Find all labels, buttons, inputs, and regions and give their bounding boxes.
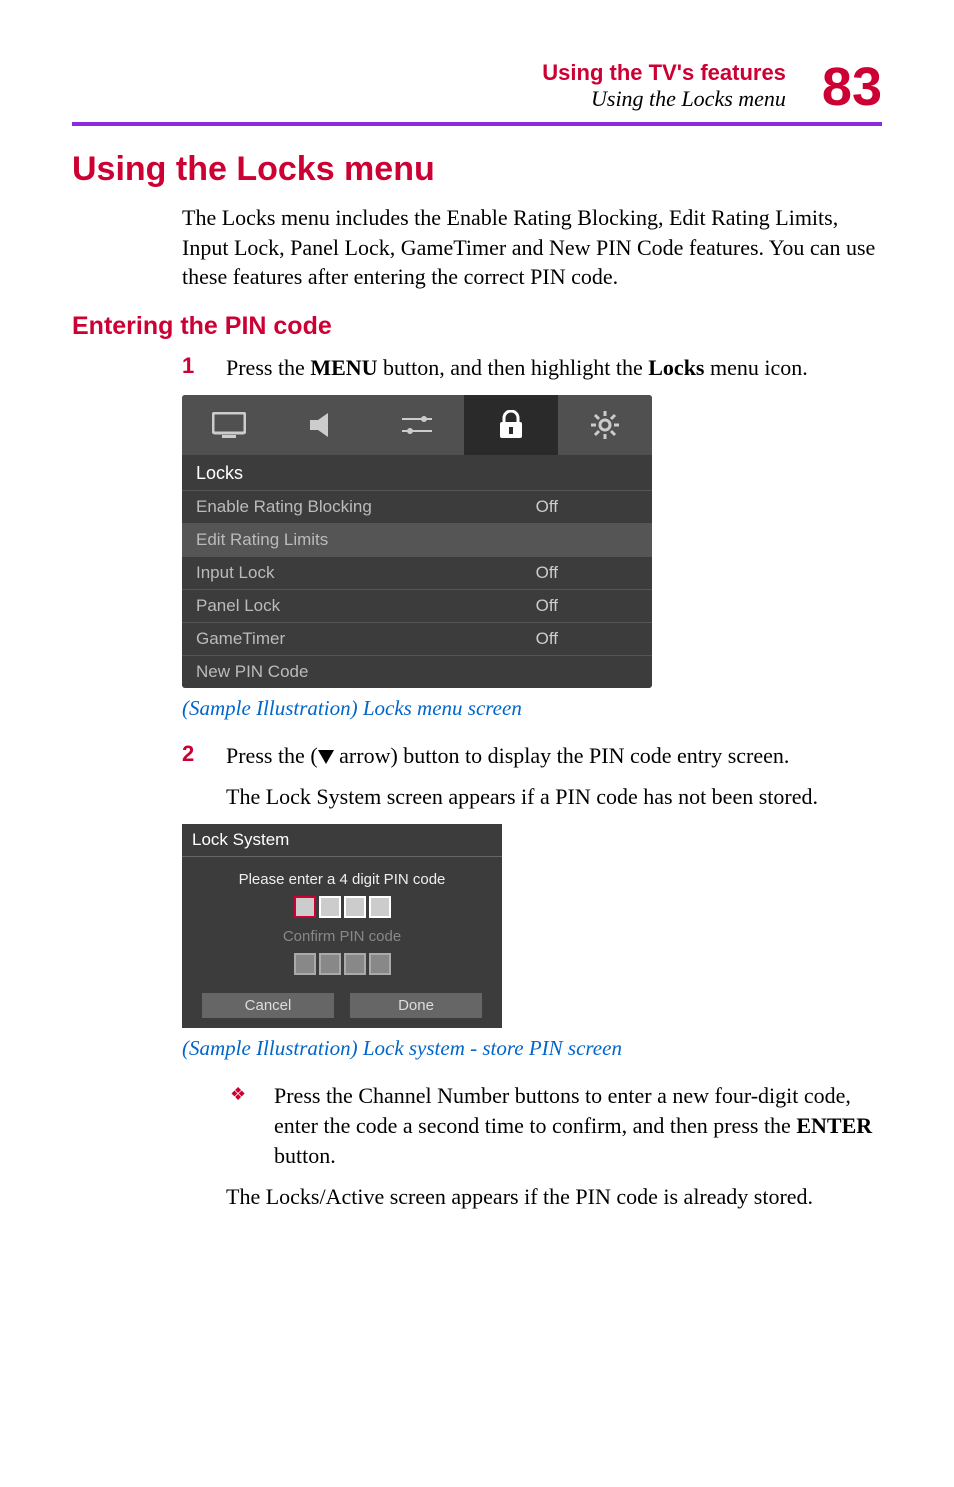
pin-box bbox=[319, 896, 341, 918]
pin-confirm-boxes bbox=[192, 953, 492, 975]
pin-box bbox=[319, 953, 341, 975]
intro-paragraph: The Locks menu includes the Enable Ratin… bbox=[182, 203, 882, 292]
caption-locks-menu: (Sample Illustration) Locks menu screen bbox=[182, 696, 882, 721]
step-number: 1 bbox=[182, 353, 226, 383]
subsection-heading: Entering the PIN code bbox=[72, 312, 882, 341]
locks-menu-row: Panel Lock Off bbox=[182, 589, 652, 622]
sliders-icon bbox=[370, 395, 464, 455]
closing-paragraph: The Locks/Active screen appears if the P… bbox=[226, 1182, 882, 1212]
locks-row-value: Off bbox=[536, 596, 558, 616]
step-2: 2 Press the ( arrow) button to display t… bbox=[182, 741, 882, 771]
locks-menu-screenshot: Locks Enable Rating Blocking Off Edit Rati… bbox=[182, 395, 652, 688]
section-heading: Using the Locks menu bbox=[72, 150, 882, 189]
speaker-icon bbox=[276, 395, 370, 455]
locks-row-label: Edit Rating Limits bbox=[196, 530, 328, 550]
diamond-bullet-icon: ❖ bbox=[230, 1081, 274, 1170]
locks-menu-row: GameTimer Off bbox=[182, 622, 652, 655]
locks-row-label: GameTimer bbox=[196, 629, 285, 649]
step-text: Press the ( arrow) button to display the… bbox=[226, 741, 789, 771]
locks-menu-row: Enable Rating Blocking Off bbox=[182, 490, 652, 523]
header-title: Using the TV's features bbox=[542, 60, 786, 86]
pin-box bbox=[344, 896, 366, 918]
lock-system-screenshot: Lock System Please enter a 4 digit PIN c… bbox=[182, 824, 502, 1028]
locks-row-label: New PIN Code bbox=[196, 662, 308, 682]
down-arrow-icon bbox=[318, 750, 334, 764]
step-text: Press the MENU button, and then highligh… bbox=[226, 353, 808, 383]
pin-box bbox=[294, 896, 316, 918]
enter-pin-label: Please enter a 4 digit PIN code bbox=[192, 871, 492, 888]
locks-menu-row: Input Lock Off bbox=[182, 556, 652, 589]
tv-icon bbox=[182, 395, 276, 455]
lock-system-title: Lock System bbox=[182, 824, 502, 857]
header-rule bbox=[72, 122, 882, 126]
locks-menu-title: Locks bbox=[182, 455, 652, 490]
locks-row-value: Off bbox=[536, 497, 558, 517]
step-number: 2 bbox=[182, 741, 226, 771]
step-2-continuation: The Lock System screen appears if a PIN … bbox=[226, 782, 882, 812]
done-button: Done bbox=[350, 993, 482, 1018]
page-header: Using the TV's features Using the Locks … bbox=[72, 60, 882, 114]
pin-box bbox=[369, 896, 391, 918]
bullet-item: ❖ Press the Channel Number buttons to en… bbox=[230, 1081, 882, 1170]
header-subtitle: Using the Locks menu bbox=[542, 86, 786, 112]
locks-row-label: Panel Lock bbox=[196, 596, 280, 616]
pin-box bbox=[369, 953, 391, 975]
confirm-pin-label: Confirm PIN code bbox=[192, 928, 492, 945]
locks-row-label: Enable Rating Blocking bbox=[196, 497, 372, 517]
cancel-button: Cancel bbox=[202, 993, 334, 1018]
bullet-text: Press the Channel Number buttons to ente… bbox=[274, 1081, 882, 1170]
locks-menu-row: Edit Rating Limits bbox=[182, 523, 652, 556]
caption-lock-system: (Sample Illustration) Lock system - stor… bbox=[182, 1036, 882, 1061]
locks-menu-row: New PIN Code bbox=[182, 655, 652, 688]
locks-row-value: Off bbox=[536, 629, 558, 649]
step-1: 1 Press the MENU button, and then highli… bbox=[182, 353, 882, 383]
pin-entry-boxes bbox=[192, 896, 492, 918]
locks-row-label: Input Lock bbox=[196, 563, 274, 583]
pin-box bbox=[294, 953, 316, 975]
page-number: 83 bbox=[822, 60, 882, 114]
menu-icon-row bbox=[182, 395, 652, 455]
gear-icon bbox=[558, 395, 652, 455]
locks-row-value: Off bbox=[536, 563, 558, 583]
lock-icon bbox=[464, 395, 558, 455]
pin-box bbox=[344, 953, 366, 975]
